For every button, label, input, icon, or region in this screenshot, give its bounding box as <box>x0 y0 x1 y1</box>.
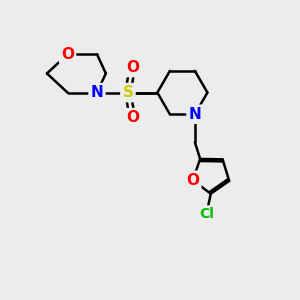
Text: S: S <box>122 85 134 100</box>
Text: O: O <box>126 110 139 125</box>
Text: N: N <box>188 107 201 122</box>
Text: O: O <box>186 173 199 188</box>
Text: N: N <box>91 85 103 100</box>
Text: O: O <box>61 47 74 62</box>
Text: Cl: Cl <box>199 207 214 221</box>
Text: O: O <box>126 60 139 75</box>
